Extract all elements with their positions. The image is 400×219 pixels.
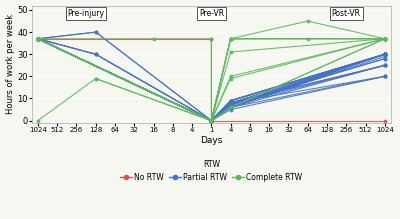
- Legend: No RTW, Partial RTW, Complete RTW: No RTW, Partial RTW, Complete RTW: [117, 157, 305, 185]
- Text: Post-VR: Post-VR: [332, 9, 361, 18]
- Y-axis label: Hours of work per week: Hours of work per week: [6, 14, 14, 114]
- Text: Pre-VR: Pre-VR: [199, 9, 224, 18]
- Text: Pre-injury: Pre-injury: [68, 9, 104, 18]
- X-axis label: Days: Days: [200, 136, 222, 145]
